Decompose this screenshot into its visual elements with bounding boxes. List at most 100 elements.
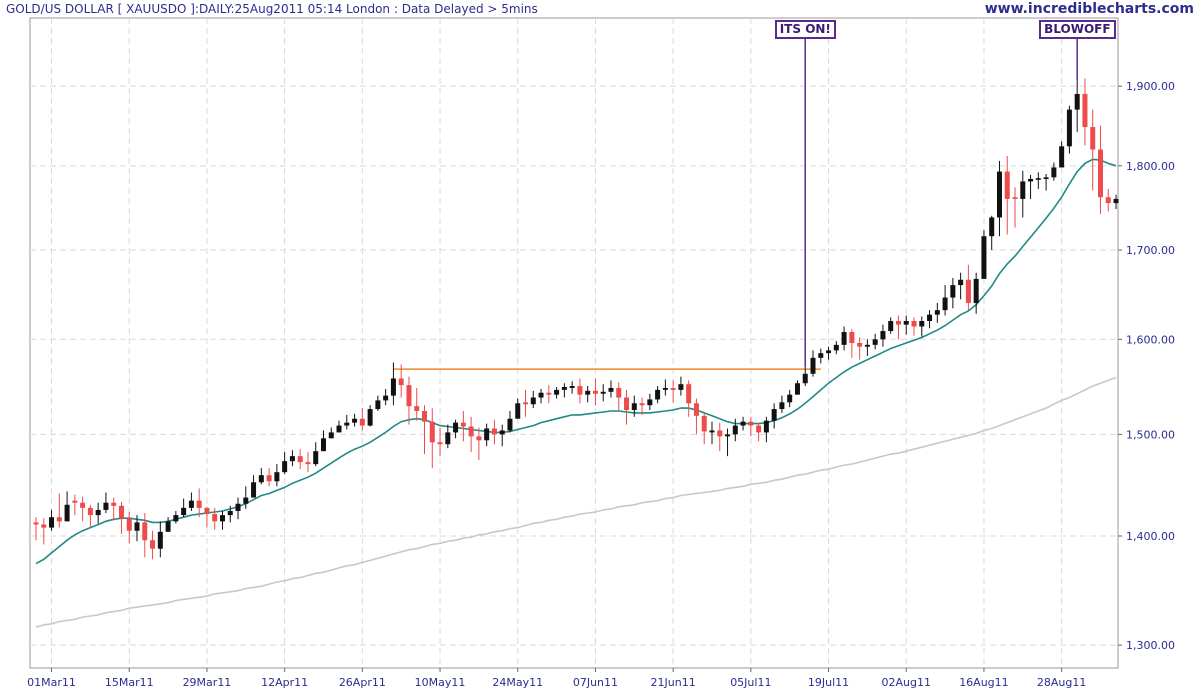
candle-body (297, 456, 303, 463)
candle-body (530, 397, 536, 405)
candle-body (64, 504, 70, 522)
candle-body (118, 505, 124, 519)
candle-body (468, 426, 474, 437)
short-moving-average-line (35, 158, 1117, 565)
candle-body (188, 500, 194, 508)
candle-body (561, 387, 567, 390)
candle-body (429, 421, 435, 443)
website-label[interactable]: www.incrediblecharts.com (984, 1, 1194, 17)
candle-body (1035, 178, 1041, 180)
candle-body (476, 436, 482, 441)
candle-body (204, 507, 210, 515)
its-on-annotation: ITS ON! (774, 20, 836, 39)
candle-body (608, 387, 614, 392)
candle-body (507, 418, 513, 431)
candle-body (989, 217, 995, 237)
candle-body (282, 461, 288, 473)
candle-body (150, 540, 156, 549)
candle-body (670, 387, 676, 390)
candle-body (126, 518, 132, 531)
candle-body (833, 344, 839, 351)
candle-body (771, 409, 777, 421)
candle-body (631, 403, 637, 411)
candle-body (142, 522, 148, 541)
candle-body (600, 391, 606, 394)
x-tick-label: 07Jun11 (573, 676, 618, 689)
candle-body (212, 514, 218, 522)
candle-body (328, 432, 334, 439)
candle-body (911, 321, 917, 327)
candle-body (173, 515, 179, 522)
candle-body (111, 502, 117, 506)
candle-body (538, 392, 544, 398)
candle-body (1097, 149, 1103, 198)
candle-body (499, 430, 505, 435)
y-tick-label: 1,300.00 (1126, 639, 1175, 652)
candle-body (258, 475, 264, 483)
y-tick-label: 1,400.00 (1126, 530, 1175, 543)
candle-body (274, 472, 280, 482)
candle-body (802, 373, 808, 384)
candle-body (33, 522, 39, 525)
candle-body (181, 507, 187, 516)
candle-body (383, 395, 389, 401)
candle-body (515, 403, 521, 419)
candle-body (787, 394, 793, 403)
candle-body (662, 387, 668, 390)
candle-body (895, 321, 901, 325)
candle-body (717, 430, 723, 437)
candle-body (1113, 198, 1119, 204)
candle-body (1074, 93, 1080, 110)
x-tick-label: 16Aug11 (959, 676, 1008, 689)
candle-body (725, 434, 731, 437)
y-tick-label: 1,600.00 (1126, 333, 1175, 346)
x-tick-label: 02Aug11 (881, 676, 930, 689)
candle-body (996, 171, 1002, 218)
candle-body (359, 418, 365, 426)
candle-body (919, 321, 925, 327)
candle-body (313, 451, 319, 465)
candle-body (779, 402, 785, 410)
candle-body (305, 462, 311, 465)
candle-body (1012, 197, 1018, 199)
candle-body (818, 353, 824, 358)
candle-body (569, 386, 575, 388)
candle-body (849, 331, 855, 343)
candle-body (934, 310, 940, 315)
candle-body (981, 236, 987, 279)
candle-body (95, 509, 101, 516)
candle-body (965, 279, 971, 303)
chart-title: GOLD/US DOLLAR [ XAUUSDO ]:DAILY:25Aug20… (6, 2, 538, 16)
candle-body (266, 475, 272, 482)
x-tick-label: 24May11 (492, 676, 543, 689)
y-tick-label: 1,900.00 (1126, 80, 1175, 93)
x-tick-label: 29Mar11 (183, 676, 232, 689)
candle-body (709, 430, 715, 433)
candle-body (1028, 178, 1034, 182)
y-tick-label: 1,800.00 (1126, 160, 1175, 173)
candle-body (1051, 167, 1057, 178)
candle-body (49, 517, 55, 528)
candle-body (1105, 197, 1111, 204)
candle-body (375, 400, 381, 410)
candle-body (1043, 177, 1049, 179)
candle-body (56, 517, 62, 522)
candle-body (1004, 171, 1010, 199)
candle-body (437, 442, 443, 445)
candle-body (491, 428, 497, 435)
candle-body (227, 510, 233, 516)
candle-body (336, 425, 342, 433)
candle-body (942, 297, 948, 311)
candle-body (686, 384, 692, 404)
candle-body (289, 456, 295, 462)
candle-body (810, 357, 816, 374)
candle-body (103, 502, 109, 510)
candle-body (352, 418, 358, 423)
candle-body (693, 403, 699, 416)
long-moving-average-line (35, 376, 1117, 628)
candle-body (219, 515, 225, 522)
y-tick-label: 1,500.00 (1126, 428, 1175, 441)
candle-body (523, 402, 529, 405)
candle-body (367, 409, 373, 426)
x-tick-label: 19Jul11 (808, 676, 849, 689)
